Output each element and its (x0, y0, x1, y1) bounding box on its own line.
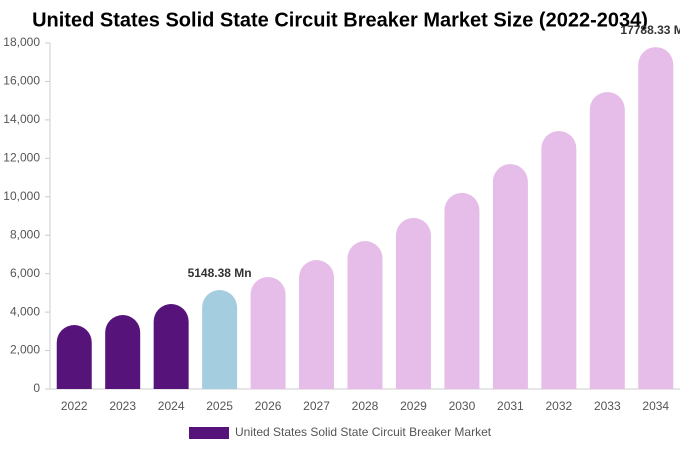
x-tick-label: 2030 (449, 399, 476, 413)
legend-label: United States Solid State Circuit Breake… (235, 425, 492, 439)
x-tick-label: 2028 (352, 399, 379, 413)
y-tick-label: 12,000 (3, 151, 40, 165)
x-tick-label: 2034 (642, 399, 669, 413)
y-tick-label: 0 (33, 381, 40, 395)
bar (202, 290, 238, 389)
y-tick-label: 6,000 (10, 266, 40, 280)
bar (395, 217, 431, 389)
x-tick-label: 2032 (545, 399, 572, 413)
x-tick-label: 2025 (206, 399, 233, 413)
bar (153, 304, 189, 389)
x-tick-label: 2022 (61, 399, 88, 413)
data-label: 17788.33 Mn (620, 23, 680, 37)
bar (492, 164, 528, 389)
bar (347, 240, 383, 389)
y-tick-label: 8,000 (10, 227, 40, 241)
y-tick-label: 2,000 (10, 343, 40, 357)
y-tick-label: 4,000 (10, 304, 40, 318)
bar (444, 192, 480, 389)
x-tick-label: 2026 (255, 399, 282, 413)
x-tick-label: 2027 (303, 399, 330, 413)
y-tick-label: 16,000 (3, 74, 40, 88)
y-tick-label: 18,000 (3, 35, 40, 49)
x-tick-label: 2033 (594, 399, 621, 413)
data-label: 5148.38 Mn (188, 266, 252, 280)
bar (299, 260, 335, 389)
x-tick-label: 2029 (400, 399, 427, 413)
bar (589, 92, 625, 390)
bar (541, 131, 577, 389)
y-tick-label: 14,000 (3, 112, 40, 126)
x-tick-label: 2031 (497, 399, 524, 413)
bar (250, 276, 286, 389)
bar (56, 325, 92, 389)
legend-swatch (189, 427, 229, 439)
chart-title: United States Solid State Circuit Breake… (32, 9, 648, 31)
y-tick-label: 10,000 (3, 189, 40, 203)
bar (105, 314, 141, 389)
x-tick-label: 2024 (158, 399, 185, 413)
x-tick-label: 2023 (109, 399, 136, 413)
bar (638, 47, 674, 389)
